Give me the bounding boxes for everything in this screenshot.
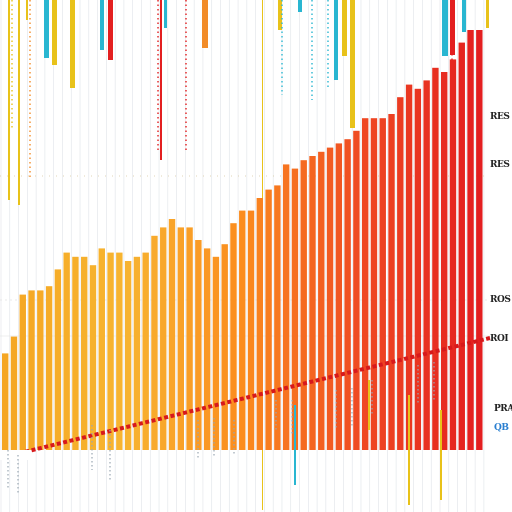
bar (370, 118, 378, 450)
bar (203, 248, 211, 450)
bar (124, 261, 132, 450)
bars (2, 30, 483, 451)
bar (256, 198, 264, 450)
side-label-6: QB (494, 423, 509, 433)
bar (423, 80, 430, 451)
bar (309, 156, 316, 450)
bar (432, 67, 439, 451)
bar (449, 59, 457, 451)
bar (388, 114, 395, 450)
bar (318, 151, 325, 451)
bar (476, 30, 483, 450)
bar (142, 252, 149, 450)
spike (278, 0, 282, 30)
spike (486, 0, 489, 28)
bar (247, 210, 255, 450)
spike (44, 0, 49, 58)
spike (298, 0, 302, 12)
side-label-1: RES (490, 112, 510, 122)
side-label-5: PRA (494, 404, 512, 414)
spike (442, 0, 448, 56)
bar (344, 139, 351, 450)
bar (10, 336, 18, 450)
spike (462, 0, 466, 32)
bar (458, 42, 465, 450)
trend-line (0, 336, 491, 460)
spike (70, 0, 75, 88)
bar (54, 269, 62, 450)
side-label-4: ROI (490, 334, 509, 344)
bar (151, 235, 158, 450)
bottom-tick (368, 380, 370, 430)
bar (274, 185, 281, 450)
gridlines (0, 0, 490, 512)
bar (133, 256, 141, 450)
bar (2, 353, 9, 450)
bar (72, 256, 79, 450)
spike (8, 0, 10, 200)
bar (265, 189, 272, 450)
spike (108, 0, 113, 60)
bar (28, 290, 35, 450)
spike (202, 0, 208, 48)
bar (107, 252, 114, 450)
spike (18, 0, 20, 205)
bar (282, 164, 290, 450)
bottom-tick (408, 395, 410, 505)
bar (335, 143, 343, 450)
bar (326, 147, 334, 450)
spike (26, 0, 28, 20)
bar (221, 244, 228, 450)
spike (164, 0, 167, 28)
spike (52, 0, 57, 65)
bar (353, 130, 360, 451)
spike (100, 0, 104, 50)
spike (350, 0, 355, 128)
bar (177, 227, 184, 450)
bar (89, 265, 97, 450)
bar (98, 248, 105, 450)
bar (212, 256, 220, 450)
bar (467, 30, 474, 450)
bar (37, 290, 44, 450)
bar (239, 210, 246, 450)
bar (405, 84, 413, 450)
spike (160, 0, 162, 160)
bar (361, 118, 369, 450)
bar (230, 223, 237, 450)
spike (334, 0, 338, 80)
bar (195, 240, 202, 450)
bar (45, 286, 53, 450)
bottom-tick (440, 410, 442, 500)
bar (414, 88, 422, 451)
bar (397, 97, 404, 450)
bottom-ticks (7, 362, 442, 505)
bar (81, 256, 88, 450)
spike (342, 0, 347, 56)
side-label-2: RES (490, 160, 510, 170)
bar (63, 252, 70, 450)
bar (160, 227, 167, 450)
bar (116, 252, 123, 450)
bar (186, 227, 193, 450)
bar (441, 72, 448, 450)
bar (300, 160, 307, 450)
bar (168, 219, 176, 450)
bar (19, 294, 26, 450)
bar (291, 168, 299, 450)
line-mask (0, 450, 30, 460)
bottom-tick (294, 405, 296, 485)
bar (379, 118, 386, 450)
side-label-3: ROS (490, 295, 511, 305)
